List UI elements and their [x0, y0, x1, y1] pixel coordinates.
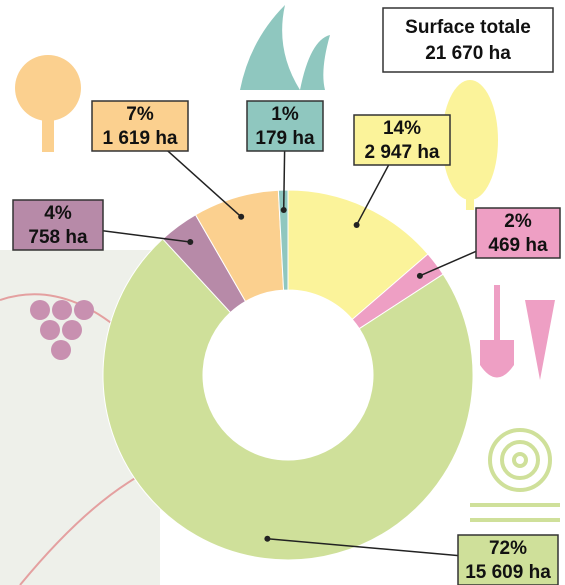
label-box	[475, 207, 561, 259]
leader-dot	[238, 213, 245, 220]
chart-title: Surface totale	[405, 17, 531, 38]
value-label: 2 947 ha	[365, 142, 440, 163]
percent-label: 4%	[44, 203, 72, 224]
leader-dot	[264, 535, 271, 542]
hay-icon	[470, 428, 560, 522]
grass-icon	[240, 5, 330, 90]
value-label: 179 ha	[255, 128, 315, 149]
percent-label: 72%	[489, 538, 527, 559]
tree-icon	[15, 55, 81, 152]
slice	[277, 189, 289, 291]
leader-dot	[416, 272, 423, 279]
label-box	[91, 100, 189, 152]
slice	[102, 238, 474, 561]
value-label: 15 609 ha	[465, 562, 551, 583]
total-box	[382, 7, 554, 73]
label-box	[246, 100, 324, 152]
leader-dot	[353, 221, 360, 228]
percent-label: 14%	[383, 118, 421, 139]
value-label: 1 619 ha	[103, 128, 178, 149]
percent-label: 7%	[126, 104, 154, 125]
label-box	[12, 199, 104, 251]
value-label: 758 ha	[28, 227, 88, 248]
label-box	[457, 534, 559, 585]
chart-subtitle: 21 670 ha	[425, 43, 511, 64]
slice	[287, 189, 429, 321]
percent-label: 2%	[504, 211, 532, 232]
leader-dot	[280, 207, 287, 214]
vegetable-icon	[480, 285, 555, 380]
label-box	[353, 114, 451, 166]
wheat-icon	[442, 80, 498, 210]
grape-icon	[30, 300, 94, 360]
value-label: 469 ha	[488, 235, 548, 256]
leader-dot	[187, 239, 194, 246]
percent-label: 1%	[271, 104, 299, 125]
